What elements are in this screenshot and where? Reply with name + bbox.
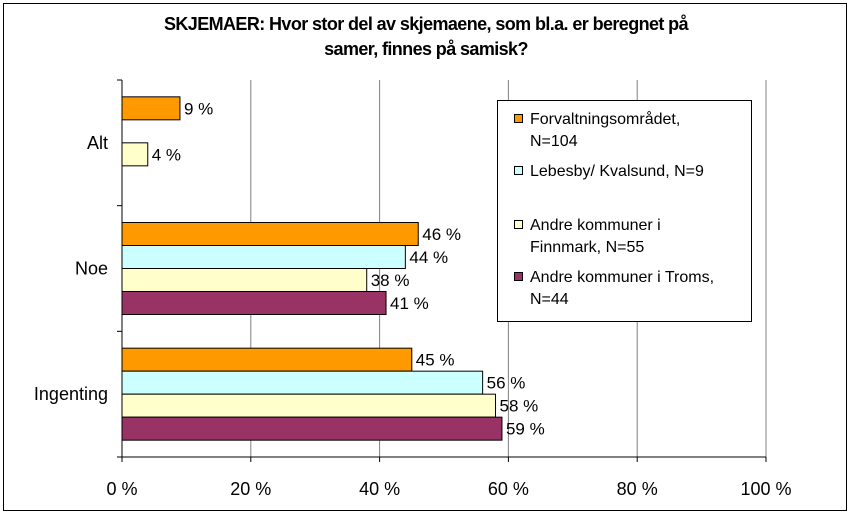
category-label: Alt: [87, 133, 108, 153]
legend-label: Forvaltningsområdet, N=104: [530, 111, 681, 150]
data-label: 38 %: [371, 271, 410, 290]
x-tick-label: 20 %: [230, 479, 271, 499]
legend: Forvaltningsområdet, N=104 Lebesby/ Kval…: [497, 100, 752, 322]
bar: [121, 393, 497, 418]
bar: [121, 416, 503, 441]
data-label: 46 %: [422, 225, 461, 244]
bar: [121, 222, 419, 246]
category-label: Ingenting: [34, 384, 108, 404]
data-label: 41 %: [390, 294, 429, 313]
data-label: 59 %: [506, 420, 545, 439]
data-label: 58 %: [500, 397, 539, 416]
data-label: 56 %: [487, 374, 526, 393]
bar: [121, 142, 149, 167]
x-tick-label: 40 %: [359, 479, 400, 499]
legend-label: Andre kommuner i Finnmark, N=55: [530, 217, 661, 256]
legend-swatch: [514, 272, 523, 281]
bar: [121, 370, 484, 395]
chart-title-line-1: SKJEMAER: Hvor stor del av skjemaene, so…: [164, 14, 689, 34]
data-label: 45 %: [416, 351, 455, 370]
bar: [121, 96, 181, 121]
legend-label: Lebesby/ Kvalsund, N=9: [530, 163, 704, 180]
legend-swatch: [514, 114, 523, 123]
data-label: 9 %: [184, 99, 213, 118]
x-tick-label: 60 %: [488, 479, 529, 499]
data-label: 4 %: [152, 145, 181, 164]
bar: [121, 268, 368, 292]
data-label: 44 %: [409, 248, 448, 267]
bar: [121, 347, 413, 372]
legend-swatch: [514, 166, 523, 175]
x-tick-label: 100 %: [740, 479, 791, 499]
x-tick-label: 0 %: [106, 479, 137, 499]
chart-title-line-2: samer, finnes på samisk?: [324, 39, 528, 59]
legend-label: Andre kommuner i Troms, N=44: [530, 269, 715, 308]
category-label: Noe: [75, 259, 108, 279]
legend-swatch: [514, 220, 523, 229]
bar: [121, 245, 406, 269]
x-tick-label: 80 %: [617, 479, 658, 499]
chart-title: SKJEMAER: Hvor stor del av skjemaene, so…: [0, 12, 852, 62]
bar: [121, 291, 387, 315]
